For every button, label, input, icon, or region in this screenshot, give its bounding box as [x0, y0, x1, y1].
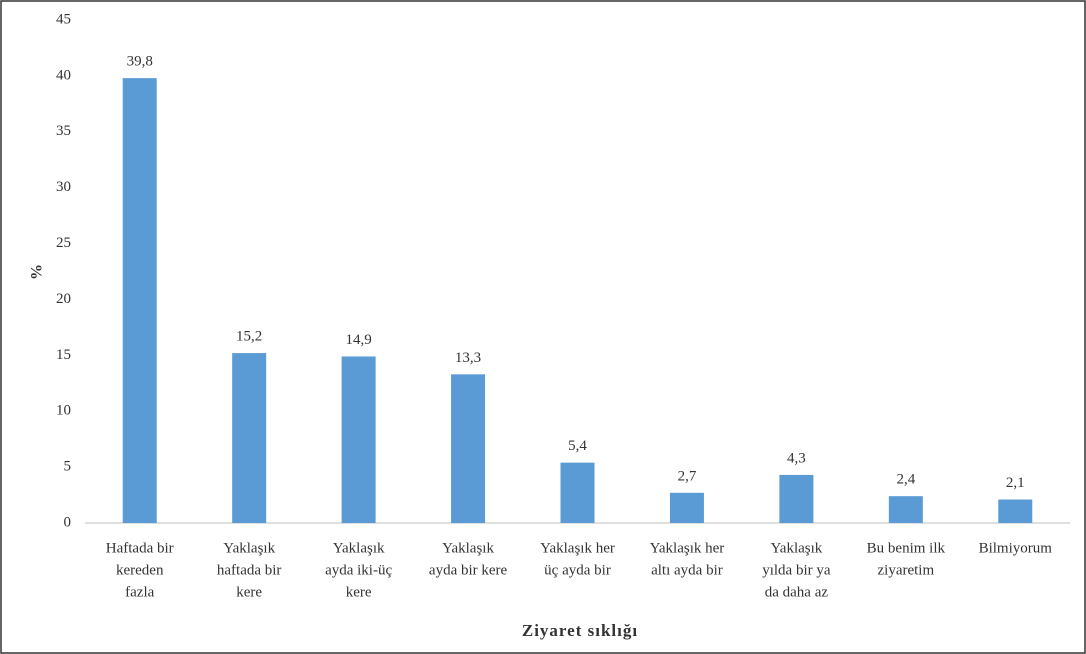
y-tick-label: 5 — [64, 459, 72, 475]
y-tick-label: 0 — [64, 514, 72, 530]
value-label: 2,4 — [896, 472, 915, 488]
x-tick-label: fazla — [125, 584, 154, 600]
x-tick-label: Bilmiyorum — [979, 540, 1053, 556]
value-label: 5,4 — [568, 438, 587, 454]
bar — [341, 356, 376, 523]
y-tick-label: 30 — [56, 179, 71, 195]
x-tick-label: Yaklaşık her — [650, 540, 725, 556]
bar — [560, 462, 595, 523]
x-axis-label: Ziyaret sıklığı — [522, 621, 638, 640]
value-label: 2,1 — [1006, 475, 1025, 491]
x-tick-label: üç ayda bir — [544, 562, 611, 578]
x-tick-label: haftada bir — [217, 562, 282, 578]
bar — [888, 496, 923, 523]
value-label: 4,3 — [787, 450, 806, 466]
x-tick-label: Yaklaşık — [770, 540, 822, 556]
bar — [122, 78, 157, 523]
bar — [779, 474, 814, 523]
x-tick-label: kere — [236, 584, 262, 600]
bar — [998, 499, 1033, 523]
y-tick-label: 35 — [56, 123, 71, 139]
x-tick-label: kereden — [116, 562, 164, 578]
x-tick-label: da daha az — [765, 584, 829, 600]
value-label: 14,9 — [345, 332, 371, 348]
value-label: 2,7 — [678, 468, 697, 484]
x-tick-label: ayda bir kere — [429, 562, 508, 578]
value-label: 39,8 — [127, 54, 153, 70]
y-tick-label: 40 — [56, 67, 71, 83]
value-label: 13,3 — [455, 350, 481, 366]
x-tick-label: ayda iki-üç — [325, 562, 392, 578]
y-tick-label: 25 — [56, 235, 71, 251]
x-tick-label: Yaklaşık — [223, 540, 275, 556]
x-tick-label: Yaklaşık — [442, 540, 494, 556]
y-tick-label: 45 — [56, 11, 71, 27]
bar — [669, 492, 704, 523]
x-tick-label: Haftada bir — [106, 540, 174, 556]
y-tick-label: 10 — [56, 403, 71, 419]
x-tick-label: yılda bir ya — [762, 562, 831, 578]
y-tick-label: 20 — [56, 291, 71, 307]
x-tick-label: altı ayda bir — [651, 562, 723, 578]
x-tick-label: kere — [346, 584, 372, 600]
x-tick-label: Yaklaşık — [333, 540, 385, 556]
bar — [451, 374, 486, 523]
x-tick-label: ziyaretim — [878, 562, 935, 578]
y-tick-label: 15 — [56, 347, 71, 363]
value-label: 15,2 — [236, 329, 262, 345]
bar — [232, 353, 267, 523]
y-axis-label: % — [29, 264, 46, 280]
x-tick-label: Yaklaşık her — [540, 540, 615, 556]
x-tick-label: Bu benim ilk — [867, 540, 946, 556]
